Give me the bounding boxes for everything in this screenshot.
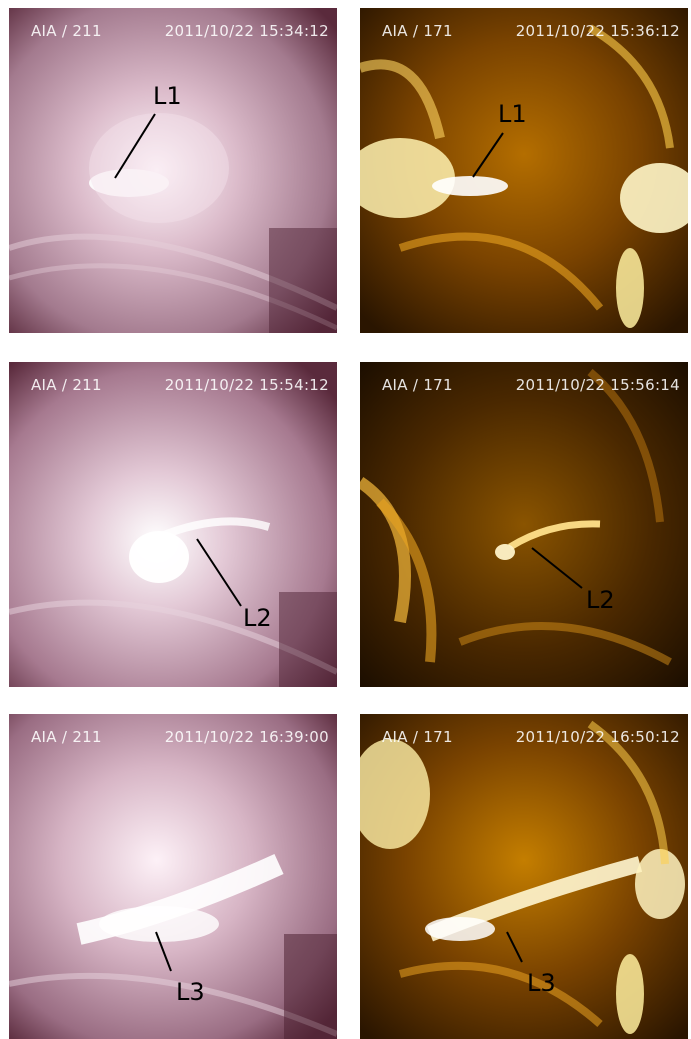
solar-image-211 [9, 8, 337, 333]
loop-label: L2 [243, 604, 272, 632]
loop-label: L2 [586, 586, 615, 614]
solar-image-171 [360, 362, 688, 687]
solar-image-211 [9, 362, 337, 687]
pointer-line-l2 [196, 538, 242, 607]
solar-image-171 [360, 8, 688, 333]
loop-label: L1 [153, 82, 182, 110]
instrument-label: AIA / 171 [382, 22, 453, 40]
image-panel-171-row1: AIA / 171 2011/10/22 15:36:12 L1 [360, 8, 688, 333]
loop-label: L1 [498, 100, 527, 128]
timestamp-label: 2011/10/22 16:39:00 [164, 728, 329, 746]
solar-image-171 [360, 714, 688, 1039]
loop-label: L3 [176, 978, 205, 1006]
image-panel-211-row2: AIA / 211 2011/10/22 15:54:12 L2 [9, 362, 337, 687]
image-panel-171-row3: AIA / 171 2011/10/22 16:50:12 L3 [360, 714, 688, 1039]
instrument-label: AIA / 211 [31, 376, 102, 394]
image-panel-171-row2: AIA / 171 2011/10/22 15:56:14 L2 [360, 362, 688, 687]
timestamp-label: 2011/10/22 15:54:12 [164, 376, 329, 394]
pointer-line-l2 [531, 547, 583, 589]
pointer-line-l1 [472, 132, 504, 178]
image-panel-211-row1: AIA / 211 2011/10/22 15:34:12 L1 [9, 8, 337, 333]
solar-image-211 [9, 714, 337, 1039]
instrument-label: AIA / 171 [382, 728, 453, 746]
instrument-label: AIA / 211 [31, 22, 102, 40]
timestamp-label: 2011/10/22 15:34:12 [164, 22, 329, 40]
pointer-line-l3 [155, 931, 172, 972]
pointer-line-l3 [506, 931, 523, 963]
loop-label: L3 [527, 969, 556, 997]
timestamp-label: 2011/10/22 15:56:14 [515, 376, 680, 394]
instrument-label: AIA / 171 [382, 376, 453, 394]
instrument-label: AIA / 211 [31, 728, 102, 746]
timestamp-label: 2011/10/22 15:36:12 [515, 22, 680, 40]
pointer-line-l1 [114, 113, 156, 179]
image-panel-211-row3: AIA / 211 2011/10/22 16:39:00 L3 [9, 714, 337, 1039]
timestamp-label: 2011/10/22 16:50:12 [515, 728, 680, 746]
